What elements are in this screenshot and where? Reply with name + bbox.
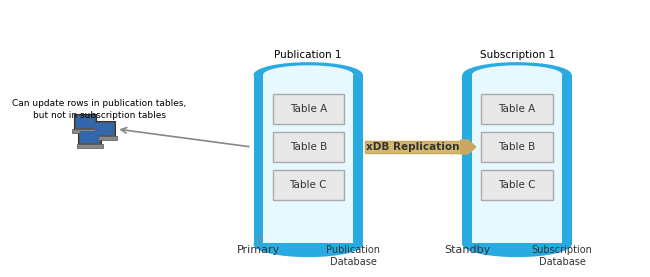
Bar [77, 144, 103, 148]
Bar [95, 123, 114, 135]
Ellipse shape [254, 232, 363, 257]
Text: Can update rows in publication tables,
but not in subscription tables: Can update rows in publication tables, b… [12, 99, 187, 120]
Text: Table B: Table B [499, 142, 536, 152]
Bar [79, 129, 101, 145]
Text: Table B: Table B [290, 142, 327, 152]
Ellipse shape [463, 62, 571, 88]
FancyBboxPatch shape [272, 170, 344, 200]
FancyBboxPatch shape [463, 75, 571, 245]
FancyBboxPatch shape [272, 132, 344, 162]
Ellipse shape [472, 65, 562, 84]
FancyBboxPatch shape [254, 75, 363, 245]
Text: Table C: Table C [289, 180, 327, 190]
Text: xDB Replication: xDB Replication [366, 142, 460, 152]
Bar [75, 116, 95, 128]
Ellipse shape [263, 65, 354, 84]
Bar [93, 121, 116, 137]
Ellipse shape [463, 232, 571, 257]
Bar [463, 75, 571, 245]
Bar [72, 129, 98, 133]
FancyBboxPatch shape [272, 94, 344, 124]
Ellipse shape [254, 62, 363, 88]
Text: Table C: Table C [499, 180, 536, 190]
Bar [365, 141, 461, 153]
Text: Publication 1: Publication 1 [274, 50, 342, 60]
Bar [81, 131, 99, 143]
FancyBboxPatch shape [482, 170, 552, 200]
Bar [263, 75, 354, 242]
Text: Primary: Primary [237, 245, 280, 255]
FancyArrow shape [461, 140, 476, 154]
FancyBboxPatch shape [482, 94, 552, 124]
Text: Publication
Database: Publication Database [326, 245, 380, 266]
Bar [91, 136, 118, 140]
Text: Table A: Table A [499, 104, 536, 114]
Bar [254, 75, 363, 245]
Bar [73, 114, 96, 130]
FancyBboxPatch shape [482, 132, 552, 162]
Text: Subscription 1: Subscription 1 [480, 50, 554, 60]
Bar [472, 75, 562, 242]
Text: Standby: Standby [444, 245, 490, 255]
Text: Subscription
Database: Subscription Database [532, 245, 593, 266]
Text: Table A: Table A [290, 104, 327, 114]
